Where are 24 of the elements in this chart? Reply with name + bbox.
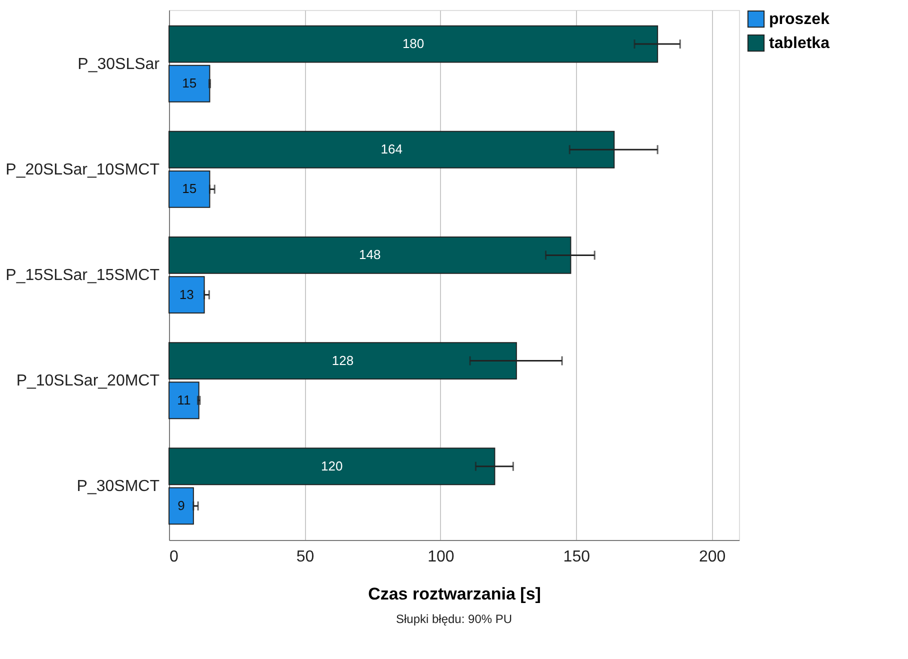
y-tick-label: P_10SLSar_20MCT [16, 372, 160, 390]
y-tick-label: P_20SLSar_10SMCT [6, 161, 160, 178]
legend-label: tabletka [769, 35, 830, 52]
y-tick-label: P_30SMCT [76, 478, 160, 496]
x-tick-label: 200 [699, 548, 726, 566]
data-label: 148 [359, 247, 381, 262]
data-label: 164 [380, 142, 402, 157]
x-axis-title: Czas roztwarzania [s] [368, 584, 541, 604]
x-tick-label: 0 [170, 548, 178, 566]
data-label: 180 [402, 36, 424, 52]
data-label: 120 [321, 458, 343, 474]
data-label: 11 [177, 392, 191, 408]
y-tick-label: P_30SLSar [78, 56, 160, 73]
x-tick-label: 150 [563, 548, 590, 566]
data-label: 128 [332, 352, 354, 368]
x-tick-label: 100 [428, 548, 454, 566]
data-label: 9 [178, 498, 185, 513]
text: Słupki błędu: 90% PU [396, 612, 512, 626]
data-label: 13 [179, 286, 194, 302]
data-label: 15 [182, 181, 197, 196]
legend-label: proszek [769, 11, 830, 28]
y-tick-label: P_15SLSar_15SMCT [6, 267, 160, 284]
data-label: 15 [182, 76, 197, 91]
x-tick-label: 50 [296, 548, 314, 566]
